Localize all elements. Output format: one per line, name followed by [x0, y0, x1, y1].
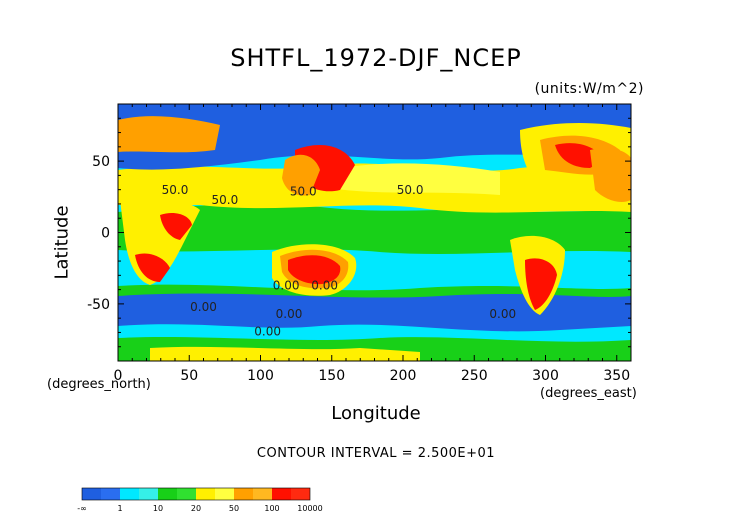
colorbar-segment: [120, 488, 139, 500]
colorbar-tick-label: 100: [264, 504, 279, 513]
y-unit-label: (degrees_north): [47, 377, 151, 392]
map-field: [118, 104, 631, 361]
colorbar-segment: [234, 488, 253, 500]
colorbar: -∞ 1 10 20 50 100 10000: [77, 487, 323, 513]
colorbar-tick-label: 10: [153, 504, 163, 513]
x-ticks: 0 50 100 150 200 250 300 350: [114, 104, 630, 384]
units-label: (units:W/m^2): [534, 81, 644, 97]
contour-label: 50.0: [162, 183, 189, 197]
colorbar-segment: [272, 488, 291, 500]
x-unit-label: (degrees_east): [540, 386, 637, 401]
colorbar-tick-label: 1: [117, 504, 122, 513]
x-tick-label: 100: [247, 368, 274, 384]
field-africa-orange: [160, 213, 192, 240]
y-tick-label: -50: [87, 297, 110, 313]
colorbar-tick-label: 20: [191, 504, 201, 513]
colorbar-segment: [82, 488, 101, 500]
y-tick-label: 0: [101, 226, 110, 242]
x-tick-label: 50: [180, 368, 198, 384]
colorbar-tick-label: 10000: [297, 504, 322, 513]
x-tick-label: 250: [461, 368, 488, 384]
field-eurasia: [118, 116, 220, 153]
colorbar-segment: [177, 488, 196, 500]
colorbar-segment: [253, 488, 272, 500]
y-ticks: -50 0 50: [87, 117, 631, 348]
contour-label: 50.0: [212, 193, 239, 207]
field-cyan-south: [118, 249, 631, 292]
colorbar-segment: [215, 488, 234, 500]
y-tick-label: 50: [92, 154, 110, 170]
field-africa-red: [135, 253, 170, 282]
contour-labels: 50.0 50.0 50.0 50.0 0.00 0.00 0.00 0.00 0.00 0.00: [162, 183, 516, 338]
contour-label: 0.00: [254, 324, 281, 338]
x-tick-label: 150: [318, 368, 345, 384]
colorbar-tick-label: -∞: [77, 504, 87, 513]
contour-label: 0.00: [276, 307, 303, 321]
contour-label: 0.00: [190, 300, 217, 314]
colorbar-segment: [101, 488, 120, 500]
colorbar-segment: [158, 488, 177, 500]
contour-label: 0.00: [311, 279, 338, 293]
field-australia-red: [288, 255, 341, 285]
contour-label: 0.00: [273, 279, 300, 293]
field-blue-north: [118, 104, 631, 170]
x-axis-label: Longitude: [331, 403, 421, 424]
x-tick-label: 350: [603, 368, 630, 384]
colorbar-frame: [81, 487, 311, 501]
contour-label: 50.0: [397, 183, 424, 197]
contour-label: 0.00: [489, 307, 516, 321]
field-atlantic-north: [590, 147, 631, 202]
contour-label: 50.0: [290, 184, 317, 198]
field-asia-east-orange: [282, 154, 320, 196]
field-antarctic-yellow: [150, 346, 420, 361]
x-tick-label: 0: [114, 368, 123, 384]
chart-title: SHTFL_1972-DJF_NCEP: [230, 44, 522, 72]
x-tick-label: 300: [532, 368, 559, 384]
colorbar-segment: [139, 488, 158, 500]
contour-interval-label: CONTOUR INTERVAL = 2.500E+01: [256, 446, 496, 461]
field-north-pacific: [330, 163, 500, 195]
colorbar-segment: [291, 488, 310, 500]
x-tick-label: 200: [390, 368, 417, 384]
colorbar-tick-label: 50: [229, 504, 239, 513]
field-samerica-red: [525, 258, 557, 310]
colorbar-segment: [196, 488, 215, 500]
